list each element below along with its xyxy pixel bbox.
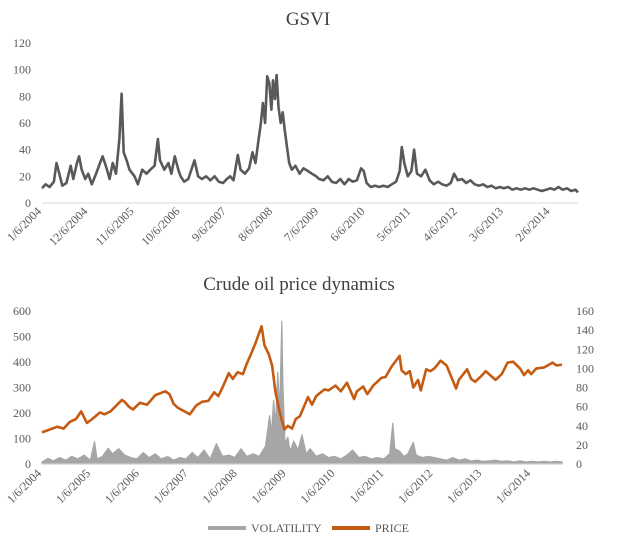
gsvi-x-tick-label: 8/6/2008 — [235, 204, 275, 244]
crude-oil-chart-title: Crude oil price dynamics — [203, 274, 395, 295]
gsvi-y-tick-label: 0 — [25, 196, 31, 210]
crude-oil-left-y-tick-label: 600 — [13, 304, 31, 318]
crude-oil-series — [41, 320, 563, 465]
crude-oil-right-y-tick-label: 0 — [576, 457, 582, 471]
gsvi-x-tick-label: 11/6/2005 — [93, 204, 137, 248]
gsvi-x-tick-label: 5/6/2011 — [374, 204, 414, 244]
crude-oil-left-y-tick-label: 300 — [13, 381, 31, 395]
gsvi-x-tick-label: 3/6/2013 — [466, 204, 506, 244]
crude-oil-left-y-axis: 0 100 200 300 400 500 600 — [13, 304, 31, 471]
gsvi-x-tick-label: 1/6/2004 — [4, 204, 44, 244]
crude-oil-right-y-tick-label: 140 — [576, 323, 594, 337]
gsvi-x-tick-label: 9/6/2007 — [189, 204, 229, 244]
gsvi-x-tick-label: 12/6/2004 — [46, 204, 90, 248]
crude-oil-x-axis: 1/6/2004 1/6/2005 1/6/2006 1/6/2007 1/6/2008… — [4, 466, 533, 506]
gsvi-x-tick-label: 2/6/2014 — [512, 204, 552, 244]
crude-oil-legend: VOLATILITY PRICE — [208, 521, 409, 535]
legend-volatility-label: VOLATILITY — [251, 521, 322, 535]
crude-oil-right-y-tick-label: 40 — [576, 419, 588, 433]
volatility-area — [41, 320, 563, 465]
crude-oil-x-tick-label: 1/6/2014 — [493, 466, 533, 506]
crude-oil-left-y-tick-label: 200 — [13, 406, 31, 420]
crude-oil-left-y-tick-label: 500 — [13, 330, 31, 344]
crude-oil-x-tick-label: 1/6/2009 — [249, 466, 289, 506]
gsvi-line — [41, 73, 579, 194]
crude-oil-left-y-tick-label: 0 — [25, 457, 31, 471]
gsvi-x-axis: 1/6/2004 12/6/2004 11/6/2005 10/6/2006 9/6/2… — [4, 204, 552, 248]
crude-oil-x-tick-label: 1/6/2012 — [395, 466, 435, 506]
crude-oil-right-y-tick-label: 20 — [576, 438, 588, 452]
gsvi-y-tick-label: 120 — [13, 36, 31, 50]
crude-oil-x-tick-label: 1/6/2011 — [347, 466, 387, 506]
gsvi-y-tick-label: 100 — [13, 63, 31, 77]
gsvi-x-tick-label: 10/6/2006 — [138, 204, 182, 248]
crude-oil-x-tick-label: 1/6/2004 — [4, 466, 44, 506]
crude-oil-x-tick-label: 1/6/2005 — [53, 466, 93, 506]
crude-oil-x-tick-label: 1/6/2010 — [298, 466, 338, 506]
gsvi-y-tick-label: 80 — [19, 89, 31, 103]
crude-oil-right-y-axis: 0 20 40 60 80 100 120 140 160 — [576, 304, 594, 471]
crude-oil-x-tick-label: 1/6/2013 — [444, 466, 484, 506]
crude-oil-right-y-tick-label: 120 — [576, 342, 594, 356]
gsvi-y-tick-label: 60 — [19, 116, 31, 130]
crude-oil-left-y-tick-label: 100 — [13, 432, 31, 446]
crude-oil-right-y-tick-label: 60 — [576, 400, 588, 414]
price-line — [41, 325, 563, 434]
gsvi-series — [41, 73, 579, 194]
legend-price-label: PRICE — [375, 521, 409, 535]
gsvi-chart-title: GSVI — [286, 9, 330, 30]
gsvi-x-tick-label: 4/6/2012 — [420, 204, 460, 244]
crude-oil-x-tick-label: 1/6/2008 — [200, 466, 240, 506]
crude-oil-chart: Crude oil price dynamics 010020030040050… — [4, 274, 594, 535]
gsvi-x-tick-label: 7/6/2009 — [281, 204, 321, 244]
gsvi-y-axis: 0 20 40 60 80 100 120 — [13, 36, 31, 210]
crude-oil-left-y-tick-label: 400 — [13, 355, 31, 369]
gsvi-y-tick-label: 20 — [19, 169, 31, 183]
crude-oil-x-tick-label: 1/6/2007 — [151, 466, 191, 506]
crude-oil-right-y-tick-label: 160 — [576, 304, 594, 318]
crude-oil-x-tick-label: 1/6/2006 — [102, 466, 142, 506]
crude-oil-right-y-tick-label: 80 — [576, 381, 588, 395]
gsvi-chart: GSVI 0 20 40 60 80 100 120 1/6/2004 12/6/2004 11… — [4, 9, 579, 249]
crude-oil-right-y-tick-label: 100 — [576, 361, 594, 375]
gsvi-y-tick-label: 40 — [19, 143, 31, 157]
gsvi-x-tick-label: 6/6/2010 — [327, 204, 367, 244]
